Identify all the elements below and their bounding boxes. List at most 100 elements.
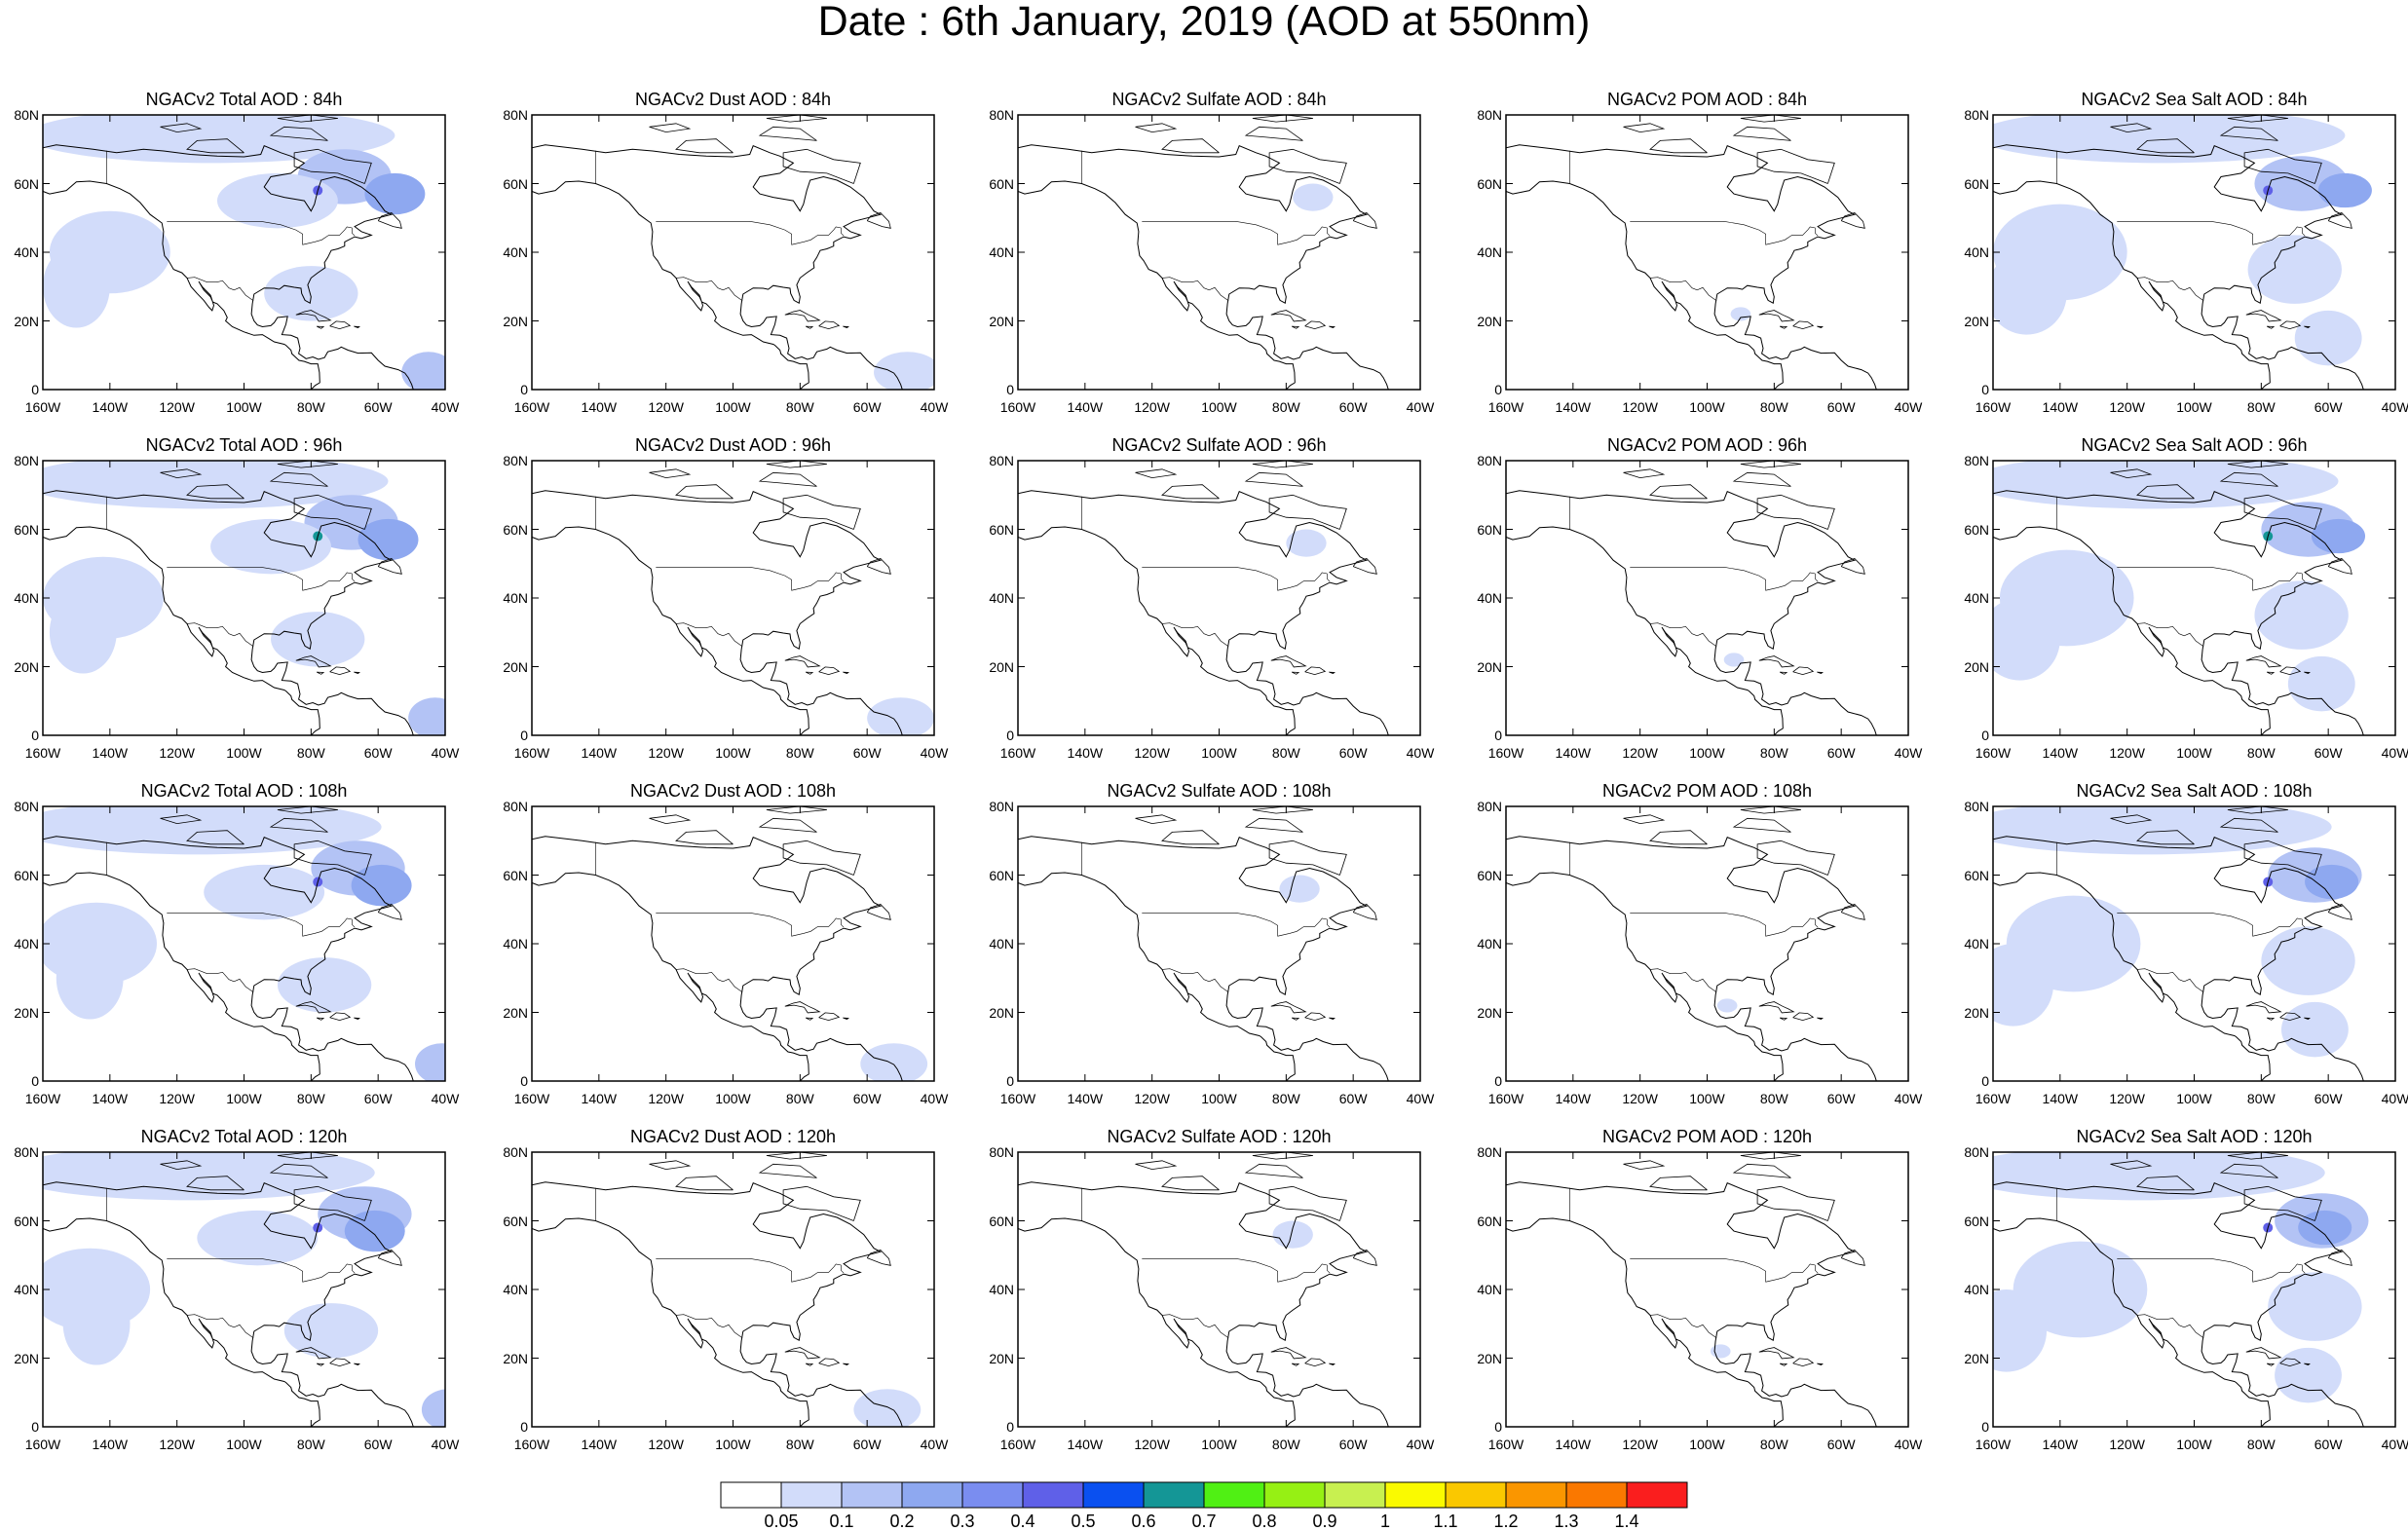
island-outline <box>784 655 821 668</box>
island-outline <box>2243 840 2322 876</box>
island-outline <box>1817 1017 1824 1021</box>
lon-label: 40W <box>1894 399 1923 415</box>
island-outline <box>186 484 245 500</box>
lon-label: 120W <box>648 745 684 761</box>
map-frame <box>531 1151 935 1428</box>
lon-label: 100W <box>2176 1437 2212 1452</box>
panel-title: NGACv2 Dust AOD : 108h <box>629 781 837 801</box>
coastline <box>1993 872 2271 1081</box>
coastline <box>532 144 903 390</box>
panel-title: NGACv2 Sea Salt AOD : 108h <box>2076 781 2313 801</box>
border-line <box>1142 567 1331 591</box>
island-outline <box>649 1160 692 1170</box>
lat-label: 0 <box>1006 1419 1014 1435</box>
lon-label: 60W <box>852 1091 882 1106</box>
coastline <box>1506 180 1784 390</box>
aod-region <box>401 352 445 390</box>
island-outline <box>1817 671 1824 675</box>
island-outline <box>329 1358 352 1367</box>
border-line <box>656 221 845 245</box>
aod-region <box>408 697 445 735</box>
colorbar-swatch <box>780 1481 843 1509</box>
colorbar-swatch <box>1626 1481 1688 1509</box>
colorbar-swatch <box>1505 1481 1567 1509</box>
island-outline <box>1840 212 1865 229</box>
aod-region <box>2287 655 2355 712</box>
lon-label: 100W <box>1689 1437 1725 1452</box>
map-panel <box>531 114 935 391</box>
lon-label: 120W <box>1134 1437 1170 1452</box>
lon-label: 40W <box>431 745 460 761</box>
island-outline <box>1758 1001 1795 1014</box>
lon-label: 80W <box>785 1091 814 1106</box>
lon-label: 120W <box>159 399 195 415</box>
lon-label: 100W <box>226 1437 262 1452</box>
border-line <box>675 968 743 992</box>
map-panel <box>1505 805 1909 1082</box>
lon-label: 100W <box>1689 1091 1725 1106</box>
aod-region <box>2268 1272 2362 1341</box>
lat-label: 0 <box>31 1419 39 1435</box>
panel-title: NGACv2 Sea Salt AOD : 120h <box>2076 1127 2313 1146</box>
lat-label: 20N <box>1964 658 1989 675</box>
island-outline <box>295 655 332 668</box>
map-panel <box>531 460 935 736</box>
lat-label: 20N <box>14 313 39 329</box>
island-outline <box>1623 1160 1666 1170</box>
lon-label: 60W <box>1338 399 1368 415</box>
island-outline <box>354 671 360 675</box>
lat-label: 60N <box>14 521 39 538</box>
lon-label: 160W <box>1975 745 2012 761</box>
lat-label: 80N <box>989 1144 1014 1160</box>
island-outline <box>1780 325 1788 329</box>
panel-title: NGACv2 Total AOD : 120h <box>140 1127 348 1146</box>
lat-label: 60N <box>1477 1213 1502 1229</box>
panel-title: NGACv2 Sulfate AOD : 84h <box>1111 90 1327 109</box>
map-panel <box>42 114 446 391</box>
lon-label: 80W <box>1271 399 1300 415</box>
lon-label: 60W <box>1826 745 1856 761</box>
island-outline <box>1329 325 1336 329</box>
colorbar-swatch <box>1082 1481 1145 1509</box>
island-outline <box>1329 1363 1336 1366</box>
panel-title: NGACv2 Sea Salt AOD : 96h <box>2081 435 2308 455</box>
lat-label: 40N <box>1477 244 1502 260</box>
island-outline <box>1756 494 1835 530</box>
colorbar-label: 1 <box>1379 1512 1390 1531</box>
lat-label: 60N <box>14 175 39 192</box>
island-outline <box>1758 1347 1795 1360</box>
aod-region <box>344 1210 405 1252</box>
lat-label: 80N <box>14 453 39 468</box>
island-outline <box>295 1347 332 1360</box>
island-outline <box>1732 471 1791 487</box>
aod-region <box>2280 1001 2349 1058</box>
lon-label: 60W <box>363 1437 393 1452</box>
lon-label: 40W <box>2381 745 2408 761</box>
colorbar-swatch <box>1324 1481 1386 1509</box>
coastline <box>532 1217 809 1427</box>
colorbar <box>720 1481 1688 1509</box>
island-outline <box>1792 666 1815 676</box>
lon-label: 140W <box>581 1437 618 1452</box>
island-outline <box>1840 558 1865 575</box>
lat-label: 80N <box>1477 453 1502 468</box>
lat-label: 20N <box>503 658 528 675</box>
island-outline <box>1352 558 1377 575</box>
panel-title: NGACv2 Dust AOD : 120h <box>629 1127 837 1146</box>
island-outline <box>1649 484 1708 500</box>
island-outline <box>675 830 734 845</box>
map-panel <box>1505 460 1909 736</box>
lon-label: 160W <box>1975 1437 2012 1452</box>
aod-region <box>1293 183 1334 211</box>
coastline <box>43 180 320 390</box>
border-line <box>1161 1314 1229 1338</box>
lat-label: 40N <box>503 244 528 260</box>
lat-label: 40N <box>989 590 1014 606</box>
border-line <box>186 277 254 301</box>
island-outline <box>2245 1347 2282 1360</box>
border-line <box>186 1314 254 1338</box>
island-outline <box>269 126 328 141</box>
border-line <box>2136 1314 2204 1338</box>
colorbar-label: 0.5 <box>1071 1512 1096 1531</box>
island-outline <box>317 1017 325 1021</box>
